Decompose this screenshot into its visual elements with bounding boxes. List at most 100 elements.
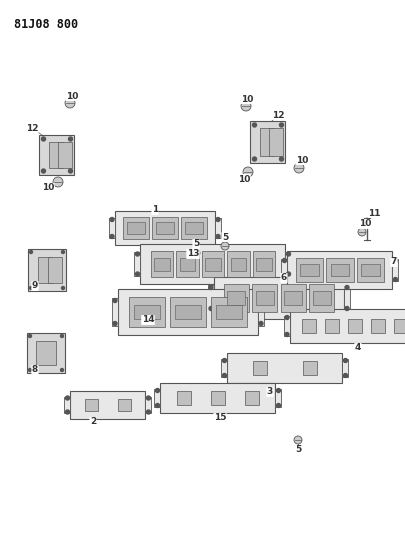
Bar: [181, 217, 207, 239]
Bar: [156, 222, 174, 233]
Circle shape: [61, 251, 64, 254]
Circle shape: [284, 333, 288, 336]
Bar: [213, 277, 343, 319]
Bar: [85, 399, 98, 411]
Bar: [370, 319, 384, 333]
Bar: [28, 249, 66, 291]
Circle shape: [110, 217, 114, 222]
Circle shape: [343, 359, 347, 362]
Circle shape: [113, 321, 117, 326]
Circle shape: [28, 368, 32, 372]
Text: 81J08 800: 81J08 800: [14, 18, 78, 31]
Circle shape: [65, 396, 69, 400]
Circle shape: [252, 123, 256, 127]
Bar: [27, 333, 65, 373]
Bar: [252, 284, 277, 312]
Text: 10: 10: [42, 183, 54, 192]
Text: 10: 10: [295, 156, 307, 165]
Text: 3: 3: [266, 387, 273, 397]
Bar: [122, 217, 148, 239]
Bar: [303, 361, 316, 375]
Circle shape: [258, 321, 262, 326]
Circle shape: [282, 259, 286, 262]
Text: 1: 1: [151, 206, 158, 214]
Bar: [39, 135, 74, 175]
Circle shape: [41, 169, 45, 173]
Bar: [324, 319, 338, 333]
Circle shape: [344, 306, 348, 311]
Bar: [255, 291, 273, 305]
Circle shape: [209, 306, 213, 311]
Circle shape: [282, 278, 286, 281]
Bar: [58, 142, 72, 168]
Text: 8: 8: [32, 366, 38, 375]
Circle shape: [28, 335, 32, 337]
Text: 10: 10: [358, 220, 370, 229]
Bar: [152, 217, 177, 239]
Circle shape: [65, 98, 75, 108]
Bar: [284, 291, 301, 305]
Circle shape: [60, 368, 63, 372]
Circle shape: [279, 123, 283, 127]
Bar: [118, 399, 130, 411]
Circle shape: [284, 316, 288, 319]
Bar: [281, 259, 287, 281]
Bar: [48, 257, 62, 282]
Bar: [393, 319, 405, 333]
Bar: [112, 298, 118, 326]
Bar: [275, 389, 281, 407]
Bar: [36, 341, 56, 365]
Bar: [269, 128, 282, 156]
Circle shape: [192, 249, 200, 257]
Bar: [176, 251, 198, 277]
Bar: [284, 316, 289, 336]
Bar: [126, 222, 144, 233]
Circle shape: [243, 167, 252, 177]
Circle shape: [53, 177, 63, 187]
Text: 5: 5: [221, 232, 228, 241]
Circle shape: [241, 101, 250, 111]
Bar: [289, 309, 405, 343]
Bar: [227, 291, 244, 305]
Circle shape: [30, 287, 32, 289]
Text: 10: 10: [66, 92, 78, 101]
Circle shape: [113, 298, 117, 303]
Bar: [211, 297, 247, 327]
Bar: [227, 353, 342, 383]
Circle shape: [286, 272, 290, 276]
Circle shape: [222, 374, 226, 377]
Bar: [128, 297, 164, 327]
Circle shape: [146, 410, 150, 414]
Circle shape: [293, 436, 301, 444]
Text: 4: 4: [354, 343, 360, 352]
Text: 6: 6: [280, 273, 286, 282]
Bar: [170, 297, 206, 327]
Text: 9: 9: [32, 281, 38, 290]
Circle shape: [279, 157, 283, 161]
Bar: [285, 252, 291, 276]
Circle shape: [30, 251, 32, 254]
Text: 15: 15: [213, 414, 226, 423]
Circle shape: [392, 259, 396, 262]
Bar: [295, 257, 322, 282]
Circle shape: [343, 374, 347, 377]
Text: 10: 10: [240, 94, 253, 103]
Bar: [70, 391, 145, 419]
Bar: [215, 218, 220, 238]
Circle shape: [252, 157, 256, 161]
Text: 11: 11: [367, 208, 379, 217]
Bar: [150, 251, 173, 277]
Bar: [330, 264, 349, 276]
Text: 14: 14: [141, 316, 154, 325]
Bar: [326, 257, 353, 282]
Bar: [250, 121, 285, 163]
Circle shape: [357, 228, 365, 236]
Bar: [301, 319, 315, 333]
Circle shape: [135, 272, 139, 276]
Bar: [256, 257, 271, 271]
Bar: [175, 304, 200, 319]
Bar: [154, 257, 169, 271]
Circle shape: [276, 403, 280, 408]
Bar: [118, 289, 257, 335]
Bar: [343, 285, 349, 311]
